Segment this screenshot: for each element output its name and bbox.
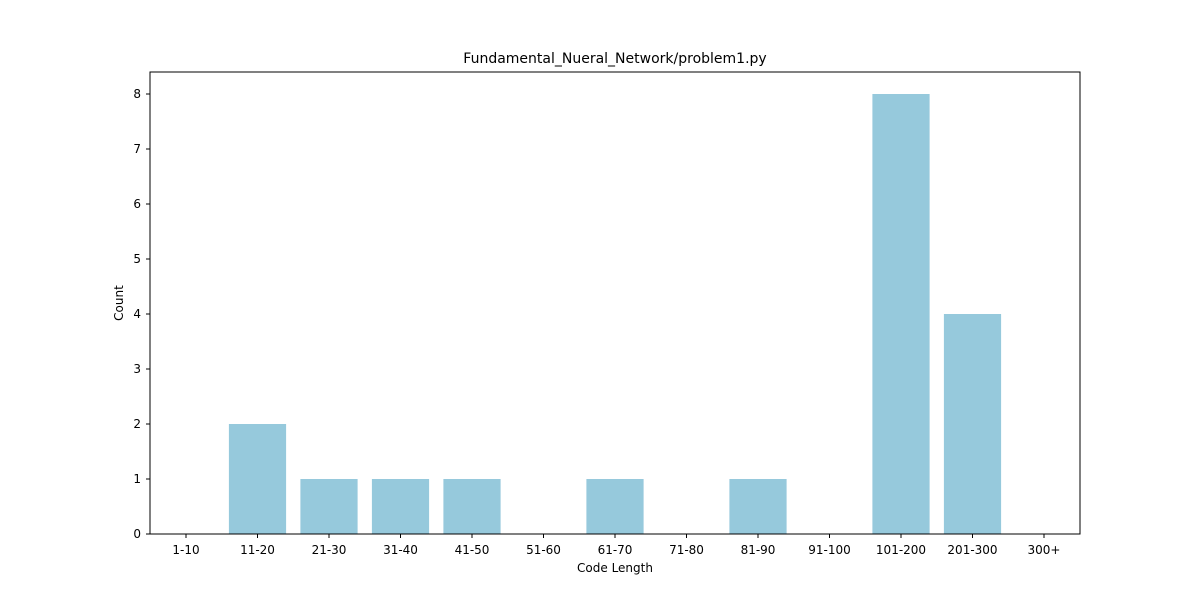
x-tick-label: 1-10: [172, 543, 199, 557]
bar-81-90: [729, 479, 787, 534]
bar-11-20: [228, 424, 287, 534]
plot-frame: [149, 71, 1081, 535]
bar-41-50: [443, 479, 501, 534]
x-tick-label: 61-70: [598, 543, 633, 557]
y-tick-label: 8: [133, 87, 141, 101]
bar-31-40: [371, 479, 430, 534]
x-tick-label: 21-30: [312, 543, 347, 557]
x-tick-label: 201-300: [947, 543, 997, 557]
y-tick-label: 2: [133, 417, 141, 431]
x-tick-label: 300+: [1028, 543, 1061, 557]
y-tick-label: 0: [133, 527, 141, 541]
y-tick-label: 6: [133, 197, 141, 211]
bar-21-30: [300, 479, 358, 534]
x-tick-label: 11-20: [240, 543, 275, 557]
x-tick-label: 91-100: [808, 543, 851, 557]
x-axis-label: Code Length: [577, 561, 653, 575]
bar-201-300: [943, 314, 1002, 534]
bars-group: [228, 94, 1002, 534]
y-axis: 0 1 2 3 4 5 6 7 8: [133, 87, 150, 541]
bar-61-70: [586, 479, 644, 534]
y-axis-label: Count: [112, 285, 126, 321]
x-tick-label: 81-90: [741, 543, 776, 557]
y-tick-label: 4: [133, 307, 141, 321]
y-tick-label: 5: [133, 252, 141, 266]
x-tick-label: 101-200: [876, 543, 926, 557]
y-tick-label: 7: [133, 142, 141, 156]
y-tick-label: 1: [133, 472, 141, 486]
x-tick-label: 31-40: [383, 543, 418, 557]
x-tick-label: 41-50: [455, 543, 490, 557]
x-tick-label: 51-60: [526, 543, 561, 557]
bar-101-200: [872, 94, 930, 534]
x-tick-label: 71-80: [669, 543, 704, 557]
x-axis: 1-10 11-20 21-30 31-40 41-50 51-60 61-70 71-80 8…: [172, 534, 1060, 557]
chart-title: Fundamental_Nueral_Network/problem1.py: [463, 51, 766, 67]
y-tick-label: 3: [133, 362, 141, 376]
